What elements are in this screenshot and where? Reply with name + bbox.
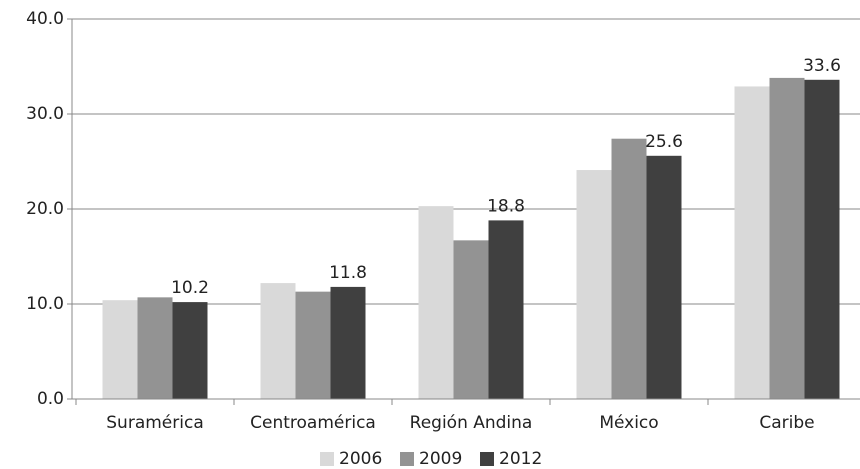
legend-label: 2012 xyxy=(499,449,542,469)
x-tick-label: México xyxy=(599,413,658,433)
bar xyxy=(769,77,805,400)
y-tick-label: 20.0 xyxy=(26,199,64,219)
data-label: 33.6 xyxy=(803,56,841,76)
bar xyxy=(576,170,612,399)
data-label: 10.2 xyxy=(171,278,209,298)
y-tick-label: 10.0 xyxy=(26,294,64,314)
legend-label: 2009 xyxy=(419,449,462,469)
bar xyxy=(172,302,208,399)
bar xyxy=(418,206,454,399)
data-label: 25.6 xyxy=(645,132,683,152)
legend-swatch xyxy=(400,452,414,466)
bar xyxy=(260,283,296,399)
bar xyxy=(646,155,682,399)
bar xyxy=(611,138,647,399)
bar xyxy=(330,286,366,399)
bar xyxy=(734,86,770,399)
bar xyxy=(102,300,138,399)
bar xyxy=(804,79,840,400)
legend-label: 2006 xyxy=(339,449,382,469)
y-tick-label: 40.0 xyxy=(26,9,64,29)
x-tick-label: Centroamérica xyxy=(250,413,376,433)
bar xyxy=(137,297,173,399)
x-tick-label: Caribe xyxy=(759,413,814,433)
x-tick-label: Suramérica xyxy=(106,413,203,433)
x-tick-label: Región Andina xyxy=(410,413,533,433)
bar xyxy=(295,291,331,399)
legend-swatch xyxy=(320,452,334,466)
legend-swatch xyxy=(480,452,494,466)
data-label: 11.8 xyxy=(329,263,367,283)
y-tick-label: 0.0 xyxy=(37,389,64,409)
bar xyxy=(453,240,489,399)
y-tick-label: 30.0 xyxy=(26,104,64,124)
bar xyxy=(488,220,524,399)
data-label: 18.8 xyxy=(487,196,525,216)
